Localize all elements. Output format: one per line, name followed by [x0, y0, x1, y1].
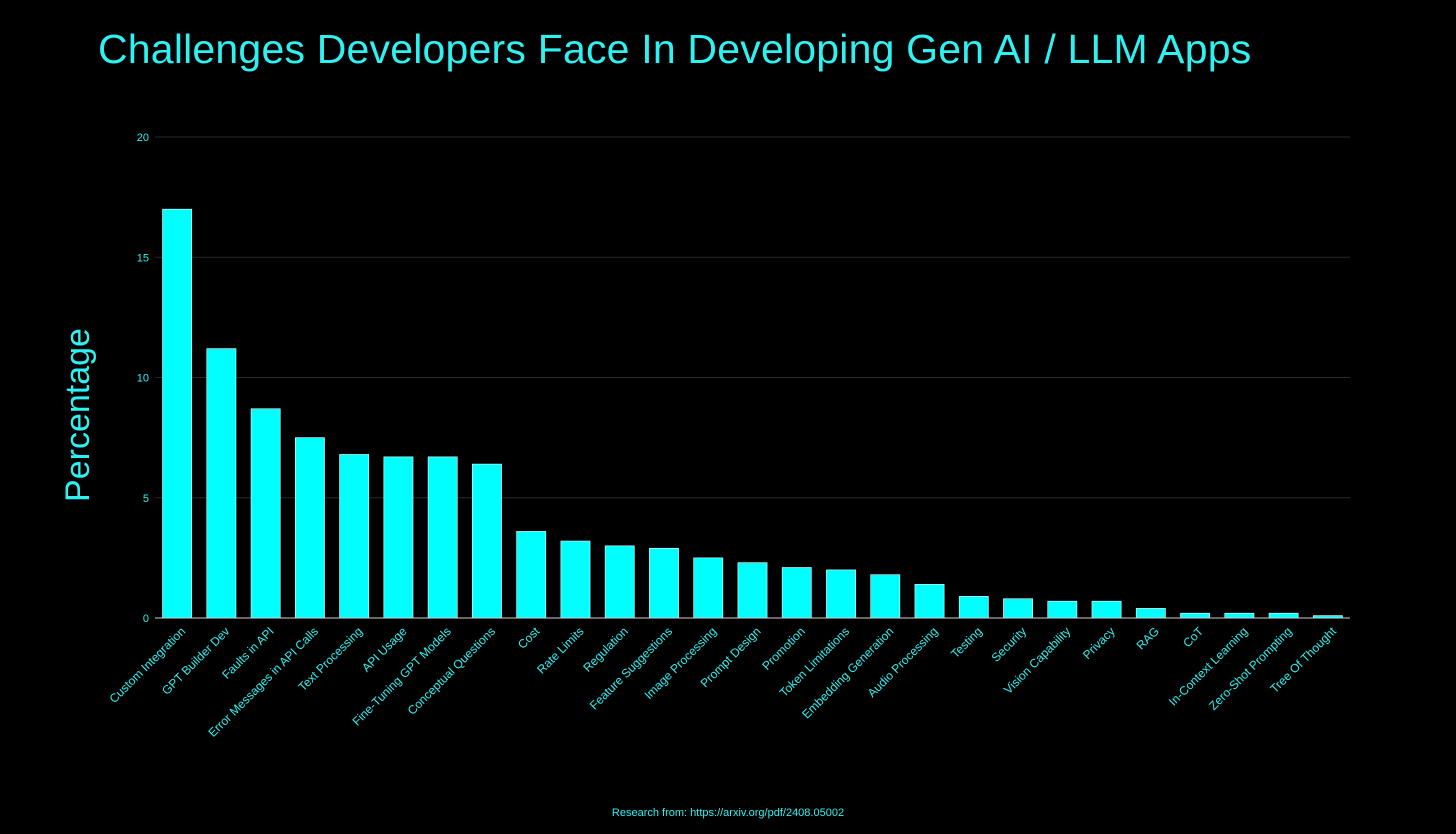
y-tick-label: 20 — [137, 132, 149, 144]
bar — [339, 454, 370, 619]
x-tick-label: RAG — [1134, 624, 1162, 652]
x-tick-label: Zero-Shot Prompting — [1206, 624, 1295, 713]
bar — [604, 545, 635, 619]
bar — [781, 567, 812, 619]
y-tick-label: 15 — [137, 252, 149, 264]
bar — [1180, 612, 1210, 619]
bar — [427, 456, 458, 619]
x-tick-label: Feature Suggestions — [587, 624, 675, 712]
chart-title: Challenges Developers Face In Developing… — [98, 26, 1252, 72]
bar — [162, 208, 193, 619]
bar — [693, 557, 724, 619]
bar — [737, 562, 768, 619]
y-tick-label: 0 — [143, 613, 149, 625]
y-tick-label: 10 — [137, 373, 149, 385]
bar — [1135, 608, 1166, 619]
x-tick-label: Privacy — [1080, 624, 1118, 662]
x-tick-label: Custom Integration — [107, 624, 189, 706]
bar — [250, 408, 281, 619]
bars — [162, 208, 1343, 619]
bar — [958, 596, 989, 619]
x-tick-label: Security — [989, 624, 1030, 665]
x-tick-label: Cost — [515, 624, 543, 652]
y-tick-label: 5 — [143, 493, 149, 505]
bar — [206, 348, 237, 619]
bar — [1224, 612, 1255, 619]
x-tick-label: In-Context Learning — [1166, 624, 1250, 708]
bar — [560, 540, 591, 619]
bar — [649, 547, 679, 619]
y-axis-ticks: 0 5 10 15 20 — [137, 132, 149, 625]
bar — [1003, 598, 1033, 619]
x-tick-label: Testing — [948, 624, 985, 661]
gridlines — [155, 136, 1350, 499]
bar — [383, 456, 414, 619]
x-tick-label: CoT — [1180, 624, 1206, 650]
x-tick-label: Conceptual Questions — [405, 624, 498, 717]
y-axis-title: Percentage — [59, 328, 97, 502]
bar — [1091, 600, 1122, 619]
bar — [472, 463, 502, 619]
bar — [914, 584, 945, 619]
source-note: Research from: https://arxiv.org/pdf/240… — [611, 807, 845, 819]
bar — [870, 574, 901, 619]
x-tick-label: Rate Limits — [534, 624, 586, 676]
bar — [294, 437, 325, 619]
bar — [1268, 612, 1299, 619]
bar — [1047, 600, 1078, 619]
bar — [826, 569, 856, 619]
bar — [516, 531, 547, 619]
